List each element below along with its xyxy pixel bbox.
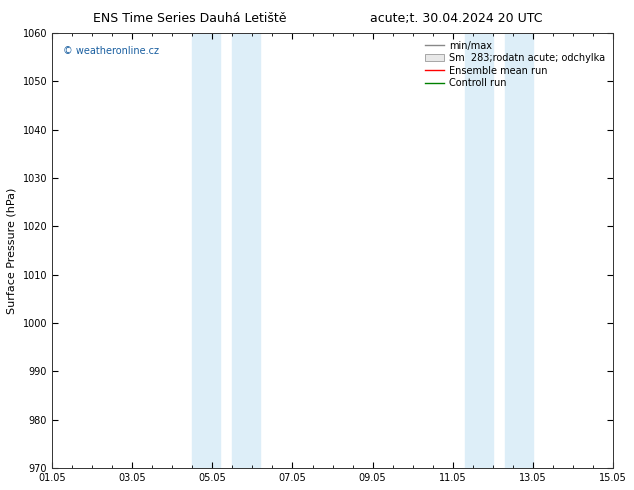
Text: © weatheronline.cz: © weatheronline.cz <box>63 46 159 56</box>
Legend: min/max, Sm  283;rodatn acute; odchylka, Ensemble mean run, Controll run: min/max, Sm 283;rodatn acute; odchylka, … <box>422 38 608 91</box>
Y-axis label: Surface Pressure (hPa): Surface Pressure (hPa) <box>7 187 17 314</box>
Bar <box>505 33 533 468</box>
Text: ENS Time Series Dauhá Letiště: ENS Time Series Dauhá Letiště <box>93 12 287 25</box>
Bar <box>192 33 221 468</box>
Bar <box>233 33 261 468</box>
Bar <box>465 33 493 468</box>
Text: acute;t. 30.04.2024 20 UTC: acute;t. 30.04.2024 20 UTC <box>370 12 543 25</box>
